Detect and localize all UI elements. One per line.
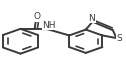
Text: S: S [117, 34, 122, 43]
Text: N: N [89, 14, 95, 23]
Text: NH: NH [42, 21, 56, 30]
Text: O: O [34, 12, 41, 21]
